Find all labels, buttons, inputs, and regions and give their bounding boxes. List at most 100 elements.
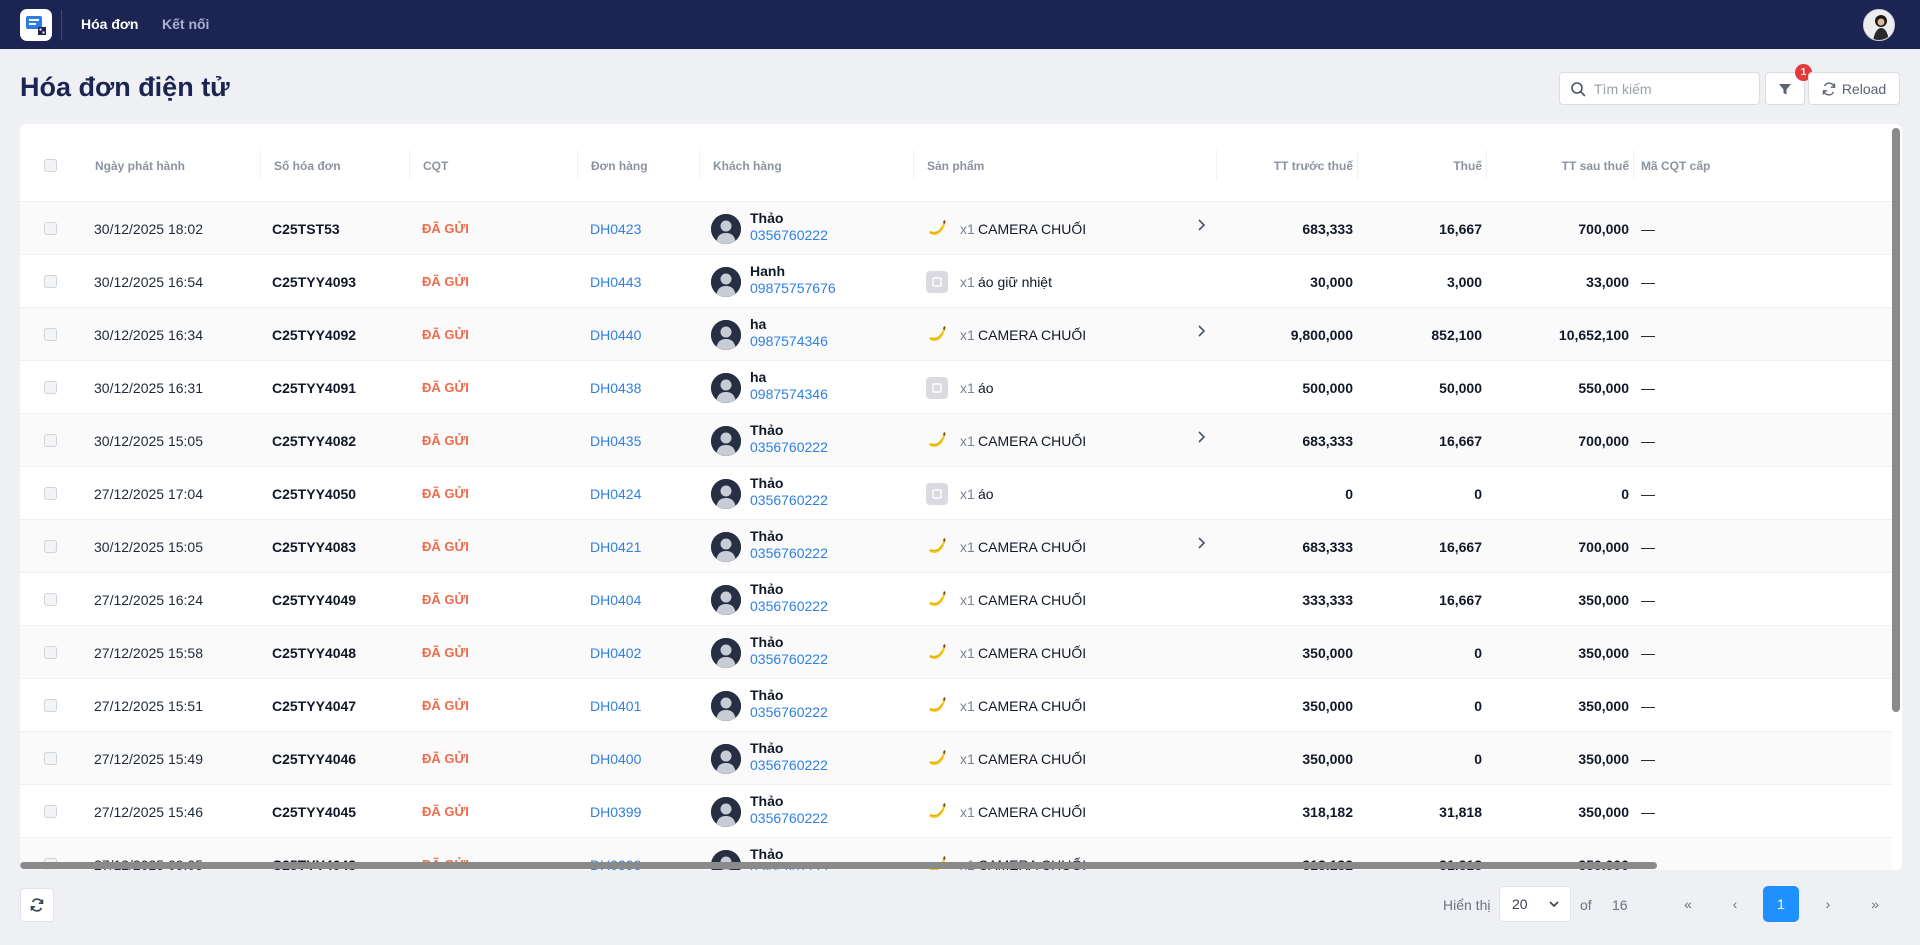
- order-link[interactable]: DH0440: [590, 327, 642, 343]
- header-post-tax[interactable]: TT sau thuế: [1561, 159, 1629, 173]
- expand-products-button[interactable]: [1194, 324, 1208, 343]
- customer-phone[interactable]: 0356760222: [750, 492, 828, 508]
- customer-phone[interactable]: 0356760222: [750, 651, 828, 667]
- table-row[interactable]: 30/12/2025 15:05 C25TYY4082 ĐÃ GỬI DH0435 Th…: [20, 414, 1892, 467]
- invoice-number[interactable]: C25TYY4050: [272, 486, 357, 502]
- order-link[interactable]: DH0423: [590, 221, 642, 237]
- expand-products-button[interactable]: [1194, 430, 1208, 449]
- horizontal-scrollbar[interactable]: [20, 862, 1657, 869]
- header-order[interactable]: Đơn hàng: [591, 159, 648, 173]
- order-link[interactable]: DH0435: [590, 433, 642, 449]
- customer-phone[interactable]: 0356760222: [750, 757, 828, 773]
- column-divider: [1486, 150, 1487, 180]
- table-row[interactable]: 30/12/2025 18:02 C25TST53 ĐÃ GỬI DH0423 Thảo…: [20, 202, 1892, 255]
- invoice-number[interactable]: C25TYY4091: [272, 380, 357, 396]
- invoice-number[interactable]: C25TST53: [272, 221, 340, 237]
- table-row[interactable]: 27/12/2025 15:58 C25TYY4048 ĐÃ GỬI DH0402 Th…: [20, 626, 1892, 679]
- nav-item-invoices[interactable]: Hóa đơn: [81, 16, 139, 32]
- reload-button[interactable]: Reload: [1808, 72, 1900, 105]
- header-cqt[interactable]: CQT: [423, 159, 449, 173]
- table-row[interactable]: 30/12/2025 16:54 C25TYY4093 ĐÃ GỬI DH0443 Ha…: [20, 255, 1892, 308]
- order-link[interactable]: DH0399: [590, 804, 642, 820]
- cqt-status: ĐÃ GỬI: [422, 433, 469, 448]
- order-link[interactable]: DH0402: [590, 645, 642, 661]
- invoice-number[interactable]: C25TYY4045: [272, 804, 357, 820]
- customer-phone[interactable]: 0356760222: [750, 704, 828, 720]
- first-page-button[interactable]: «: [1684, 896, 1692, 912]
- vertical-scrollbar[interactable]: [1892, 128, 1900, 712]
- invoice-number[interactable]: C25TYY4092: [272, 327, 357, 343]
- row-checkbox[interactable]: [44, 593, 57, 606]
- customer-phone[interactable]: 0356760222: [750, 545, 828, 561]
- row-checkbox[interactable]: [44, 699, 57, 712]
- expand-products-button[interactable]: [1194, 536, 1208, 555]
- table-row[interactable]: 27/12/2025 17:04 C25TYY4050 ĐÃ GỬI DH0424 Th…: [20, 467, 1892, 520]
- invoice-number[interactable]: C25TYY4048: [272, 645, 357, 661]
- last-page-button[interactable]: »: [1871, 896, 1879, 912]
- search-field[interactable]: [1559, 72, 1760, 105]
- invoice-number[interactable]: C25TYY4046: [272, 751, 357, 767]
- order-link[interactable]: DH0400: [590, 751, 642, 767]
- customer-phone[interactable]: 0356760222: [750, 810, 828, 826]
- table-row[interactable]: 27/12/2025 15:46 C25TYY4045 ĐÃ GỬI DH0399 Th…: [20, 785, 1892, 838]
- row-checkbox[interactable]: [44, 434, 57, 447]
- customer-phone[interactable]: 0356760222: [750, 227, 828, 243]
- app-logo[interactable]: [20, 9, 52, 41]
- refresh-button[interactable]: [20, 888, 54, 922]
- expand-products-button[interactable]: [1194, 218, 1208, 237]
- header-invoice-number[interactable]: Số hóa đơn: [274, 159, 341, 173]
- table-row[interactable]: 30/12/2025 16:31 C25TYY4091 ĐÃ GỬI DH0438 ha…: [20, 361, 1892, 414]
- row-checkbox[interactable]: [44, 275, 57, 288]
- product-image: [926, 536, 948, 558]
- invoice-number[interactable]: C25TYY4082: [272, 433, 357, 449]
- order-link[interactable]: DH0443: [590, 274, 642, 290]
- row-checkbox[interactable]: [44, 222, 57, 235]
- table-row[interactable]: 27/12/2025 15:49 C25TYY4046 ĐÃ GỬI DH0400 Th…: [20, 732, 1892, 785]
- order-link[interactable]: DH0424: [590, 486, 642, 502]
- page-size-select[interactable]: 20: [1499, 886, 1571, 922]
- row-checkbox[interactable]: [44, 381, 57, 394]
- header-issue-date[interactable]: Ngày phát hành: [95, 159, 186, 173]
- header-tax[interactable]: Thuế: [1453, 159, 1482, 173]
- nav-item-connections[interactable]: Kết nối: [162, 16, 210, 32]
- user-avatar[interactable]: [1863, 9, 1895, 41]
- invoice-number[interactable]: C25TYY4083: [272, 539, 357, 555]
- row-checkbox[interactable]: [44, 328, 57, 341]
- customer-phone[interactable]: 0356760222: [750, 439, 828, 455]
- invoice-number[interactable]: C25TYY4049: [272, 592, 357, 608]
- row-checkbox[interactable]: [44, 540, 57, 553]
- header-pre-tax[interactable]: TT trước thuế: [1273, 159, 1353, 173]
- row-checkbox[interactable]: [44, 752, 57, 765]
- customer-phone[interactable]: 0356760222: [750, 598, 828, 614]
- header-product[interactable]: Sản phẩm: [927, 159, 985, 173]
- customer-phone[interactable]: 09875757676: [750, 280, 836, 296]
- page-button-current[interactable]: 1: [1763, 886, 1799, 922]
- amount-post-tax: 350,000: [1578, 645, 1629, 661]
- order-link[interactable]: DH0421: [590, 539, 642, 555]
- order-link[interactable]: DH0438: [590, 380, 642, 396]
- order-link[interactable]: DH0404: [590, 592, 642, 608]
- table-row[interactable]: 30/12/2025 16:34 C25TYY4092 ĐÃ GỬI DH0440 ha…: [20, 308, 1892, 361]
- select-all-checkbox[interactable]: [44, 159, 57, 172]
- search-input[interactable]: [1594, 80, 1744, 97]
- customer-phone[interactable]: 0987574346: [750, 333, 828, 349]
- page-title: Hóa đơn điện tử: [20, 72, 230, 102]
- table-row[interactable]: 27/12/2025 15:51 C25TYY4047 ĐÃ GỬI DH0401 Th…: [20, 679, 1892, 732]
- customer-avatar: [711, 479, 741, 509]
- order-link[interactable]: DH0401: [590, 698, 642, 714]
- customer-avatar-icon: [711, 744, 741, 774]
- header-cqt-code[interactable]: Mã CQT cấp: [1641, 159, 1711, 173]
- header-customer[interactable]: Khách hàng: [713, 159, 782, 173]
- prev-page-button[interactable]: ‹: [1732, 896, 1738, 912]
- banana-product-icon: [929, 220, 946, 235]
- invoice-number[interactable]: C25TYY4093: [272, 274, 357, 290]
- next-page-button[interactable]: ›: [1825, 896, 1831, 912]
- row-checkbox[interactable]: [44, 805, 57, 818]
- row-checkbox[interactable]: [44, 487, 57, 500]
- invoice-number[interactable]: C25TYY4047: [272, 698, 357, 714]
- row-checkbox[interactable]: [44, 646, 57, 659]
- table-row[interactable]: 30/12/2025 15:05 C25TYY4083 ĐÃ GỬI DH0421 Th…: [20, 520, 1892, 573]
- customer-phone[interactable]: 0987574346: [750, 386, 828, 402]
- product-quantity: x1: [960, 380, 975, 396]
- table-row[interactable]: 27/12/2025 16:24 C25TYY4049 ĐÃ GỬI DH0404 Th…: [20, 573, 1892, 626]
